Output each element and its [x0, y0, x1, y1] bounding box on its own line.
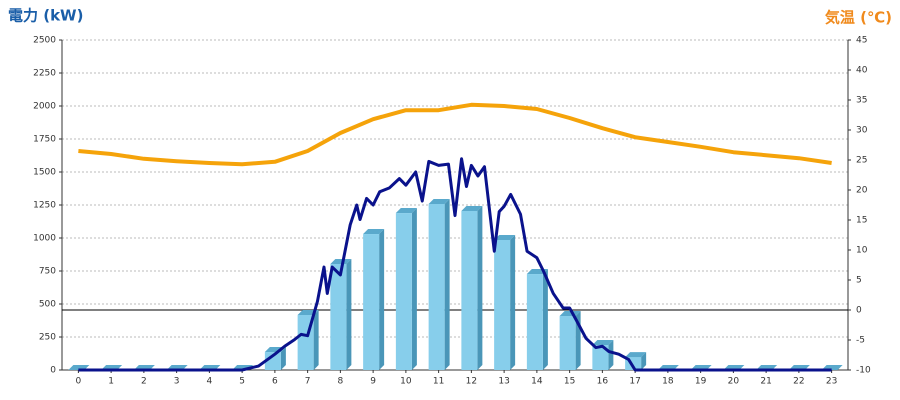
x-tick-label: 6 [272, 377, 278, 387]
bar [264, 352, 281, 370]
bar [559, 316, 576, 370]
x-tick-label: 19 [695, 377, 707, 387]
x-tick-label: 2 [141, 377, 147, 387]
y2-tick-label: 35 [856, 96, 867, 106]
y2-tick-label: 40 [856, 66, 868, 76]
bar-side [641, 352, 647, 370]
y2-tick-label: 5 [856, 276, 862, 286]
x-tick-label: 0 [76, 377, 82, 387]
bar-side [411, 208, 417, 370]
y-tick-label: 1500 [33, 168, 56, 178]
bar [330, 264, 347, 370]
power-line [78, 157, 832, 372]
bar-top [395, 208, 417, 214]
y2-tick-label: -10 [856, 366, 871, 376]
x-tick-label: 3 [174, 377, 180, 387]
bar-side [444, 198, 450, 370]
y-axis-title: 電力 (kW) [8, 7, 83, 25]
bar [395, 213, 412, 370]
y-tick-label: 250 [39, 333, 56, 343]
x-tick-label: 13 [498, 377, 509, 387]
bar-top [592, 340, 614, 346]
y2-tick-label: 25 [856, 156, 867, 166]
bar [592, 345, 609, 370]
bar-top [363, 229, 385, 235]
bar [363, 234, 380, 370]
y2-tick-label: 45 [856, 36, 867, 46]
bar-side [542, 269, 548, 370]
x-tick-label: 18 [662, 377, 674, 387]
y-tick-label: 0 [50, 366, 56, 376]
x-tick-label: 4 [207, 377, 213, 387]
bar [494, 239, 511, 370]
bar-top [461, 205, 483, 211]
bar-side [280, 347, 286, 370]
bar-top [625, 352, 647, 358]
y-tick-label: 500 [39, 300, 56, 310]
y-tick-label: 1750 [33, 135, 56, 145]
bar-top [428, 198, 450, 204]
y-tick-label: 1250 [33, 201, 56, 211]
y2-tick-label: 10 [856, 246, 868, 256]
y2-tick-label: -5 [856, 336, 865, 346]
bar [461, 210, 478, 370]
bar-side [608, 340, 614, 370]
y2-tick-label: 15 [856, 216, 867, 226]
x-tick-label: 11 [433, 377, 444, 387]
y-tick-label: 2250 [33, 69, 56, 79]
x-tick-label: 10 [400, 377, 412, 387]
bar-top [330, 259, 352, 265]
x-tick-label: 16 [597, 377, 609, 387]
bar-side [313, 309, 319, 370]
y2-tick-label: 0 [856, 306, 862, 316]
y-tick-label: 2000 [33, 102, 56, 112]
x-tick-label: 7 [305, 377, 311, 387]
x-tick-label: 1 [108, 377, 114, 387]
x-tick-label: 12 [466, 377, 477, 387]
temperature-line [78, 102, 832, 167]
x-tick-label: 23 [826, 377, 837, 387]
bar [428, 203, 445, 370]
y2-tick-label: 30 [856, 126, 868, 136]
y-tick-label: 1000 [33, 234, 56, 244]
bar-top [494, 234, 516, 240]
bar-side [346, 259, 352, 370]
y2-tick-label: 20 [856, 186, 868, 196]
x-tick-label: 20 [728, 377, 740, 387]
x-tick-label: 14 [531, 377, 543, 387]
x-tick-label: 22 [793, 377, 804, 387]
y-tick-label: 2500 [33, 36, 56, 46]
x-tick-label: 5 [239, 377, 245, 387]
bar-side [477, 205, 483, 370]
bar [526, 274, 543, 370]
y2-axis-title: 気温 (℃) [825, 9, 892, 27]
y-tick-label: 750 [39, 267, 56, 277]
bar-side [510, 234, 516, 370]
bar-top [559, 311, 581, 317]
x-tick-label: 9 [370, 377, 376, 387]
x-tick-label: 17 [629, 377, 640, 387]
bar-side [379, 229, 385, 370]
x-tick-label: 8 [338, 377, 344, 387]
x-tick-label: 15 [564, 377, 575, 387]
x-tick-label: 21 [760, 377, 771, 387]
